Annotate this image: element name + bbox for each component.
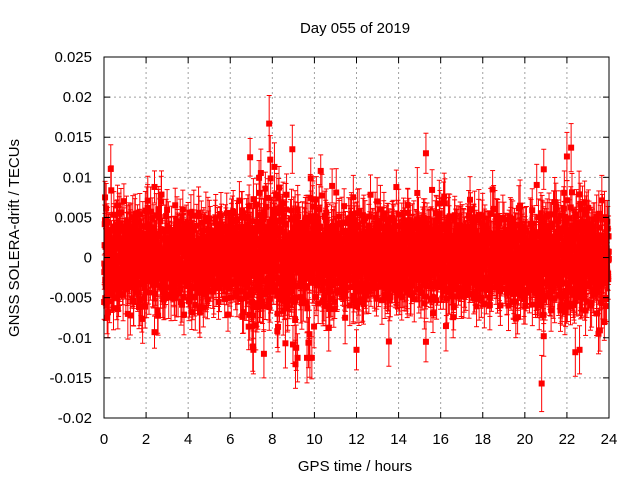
data-marker	[257, 190, 263, 196]
data-marker	[157, 218, 163, 224]
data-marker	[146, 289, 152, 295]
data-marker	[118, 209, 124, 215]
data-marker	[181, 312, 187, 318]
data-marker	[127, 312, 133, 318]
data-marker	[164, 207, 170, 213]
data-marker	[148, 209, 154, 215]
data-marker	[254, 201, 260, 207]
data-marker	[159, 192, 165, 198]
data-marker	[258, 170, 264, 176]
data-marker	[225, 312, 231, 318]
chart-title: Day 055 of 2019	[300, 20, 410, 37]
data-marker	[250, 313, 256, 319]
data-marker	[250, 196, 256, 202]
data-marker	[247, 154, 253, 160]
data-marker	[200, 305, 206, 311]
